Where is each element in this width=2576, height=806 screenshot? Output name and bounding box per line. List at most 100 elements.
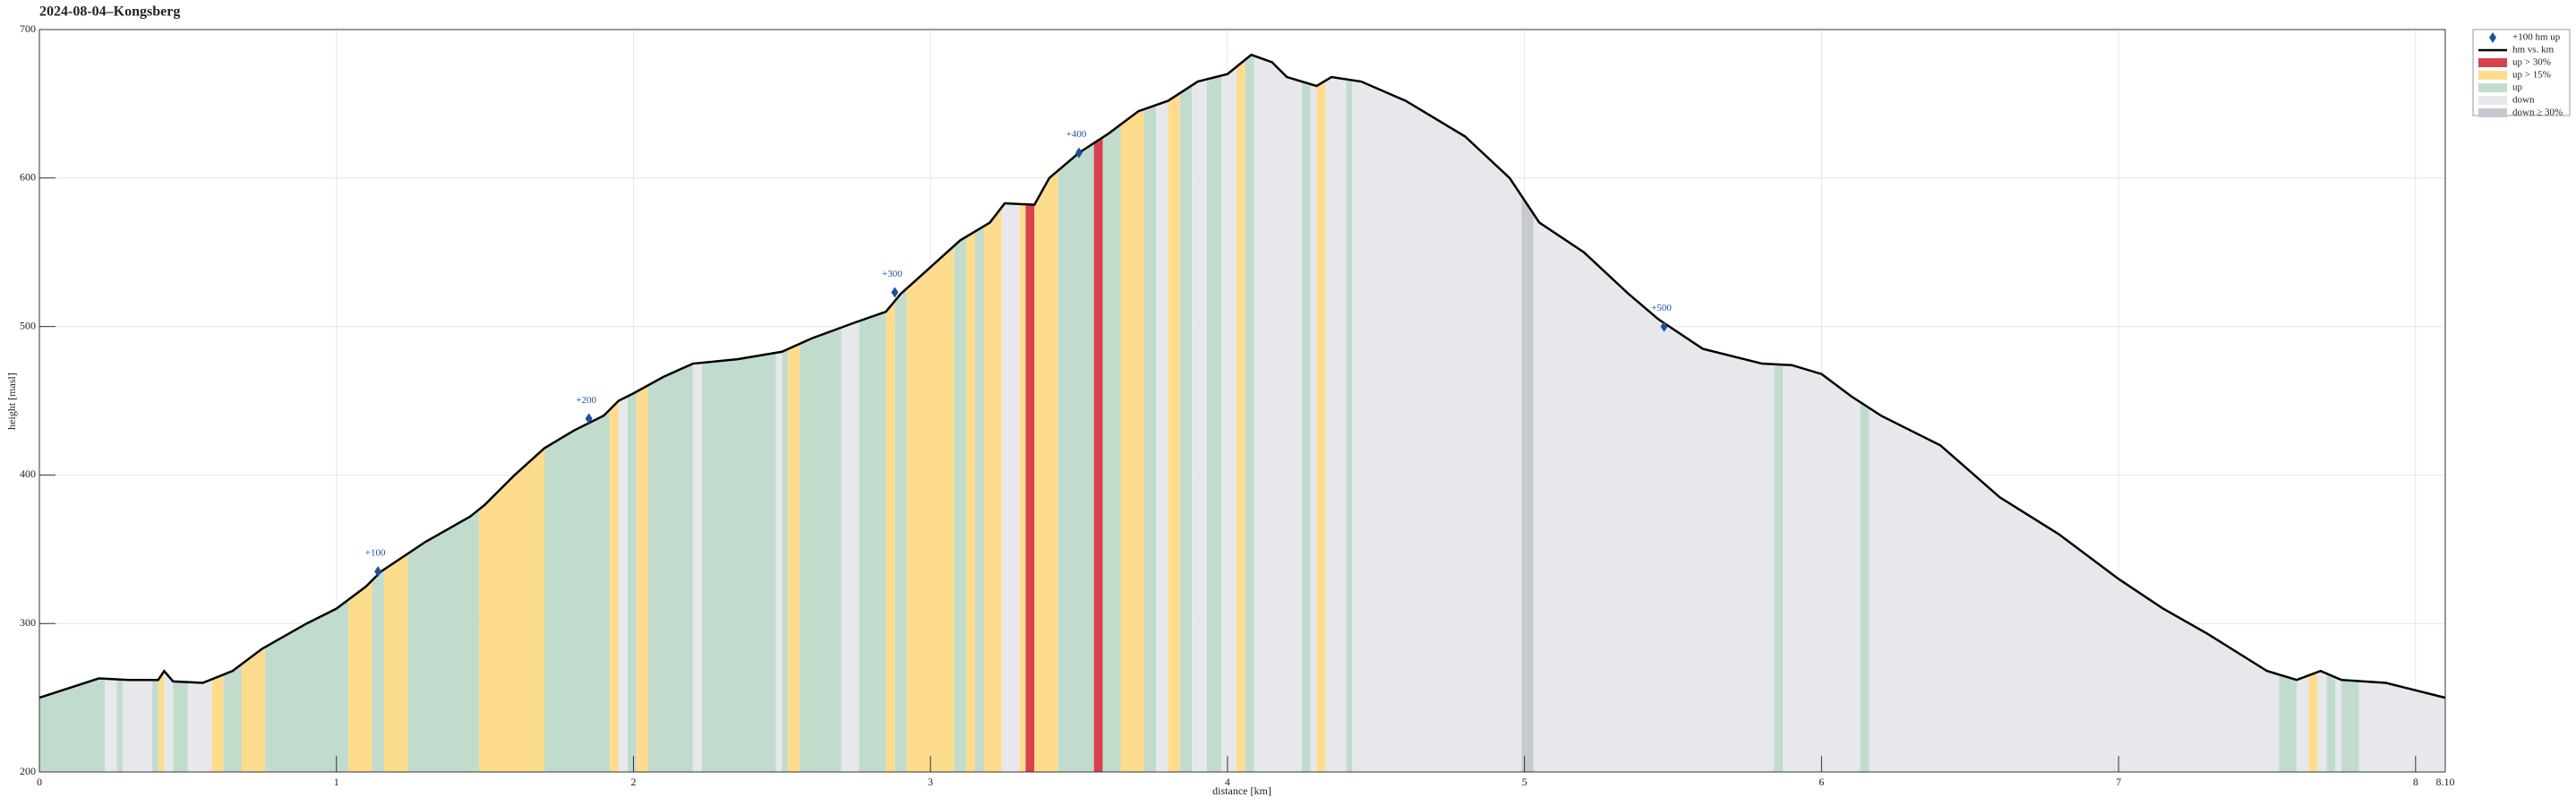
slope-band [2297,55,2309,772]
y-axis-label: height [masl] [5,373,18,430]
slope-band [2335,55,2341,772]
legend-label: down ≥ 30% [2512,107,2563,118]
legend-swatch [2478,58,2507,67]
slope-band [1352,55,1522,772]
slope-band [974,55,984,772]
y-tick-label: 700 [20,22,36,35]
x-tick-label: 7 [2116,776,2121,788]
slope-band [692,55,702,772]
marker [585,413,593,424]
marker [374,566,382,578]
y-tick-label: 300 [20,616,36,629]
slope-band [1093,55,1103,772]
y-tick-label: 500 [20,319,36,331]
x-tick-label: 3 [928,776,933,788]
slope-band [1102,55,1121,772]
slope-band [173,55,188,772]
slope-band [2358,55,2445,772]
legend-swatch [2478,71,2507,80]
x-tick-label: 8.10 [2436,776,2455,788]
marker [891,287,899,298]
slope-band [1346,55,1353,772]
slope-band [347,55,372,772]
y-tick-label: 600 [20,171,36,184]
slope-band [1310,55,1317,772]
slope-band [478,55,544,772]
slope-band [1144,55,1157,772]
legend-marker [2489,32,2496,43]
slope-band [782,55,788,772]
slope-band [1869,55,2280,772]
marker-label: +400 [1066,129,1087,140]
slope-band [627,55,637,772]
slope-band [116,55,123,772]
slope-band [1019,55,1026,772]
profile-line [39,53,2446,699]
slope-band [954,55,966,772]
slope-band [1168,55,1180,772]
slope-band [1236,55,1245,772]
slope-band [407,55,479,772]
y-tick-label: 200 [20,765,36,777]
slope-band [1034,55,1058,772]
slope-band [1860,55,1870,772]
slope-band [859,55,886,772]
slope-band [265,55,348,772]
slope-band [2341,55,2359,772]
marker-label: +300 [882,269,903,279]
marker-label: +500 [1651,303,1672,313]
slope-band [618,55,628,772]
slope-band [122,55,153,772]
bands [39,55,2445,772]
slope-band [1521,55,1534,772]
x-tick-label: 5 [1522,776,1528,788]
slope-band [2317,55,2327,772]
slope-band [211,55,224,772]
marker [1660,321,1668,332]
slope-band [841,55,860,772]
y-tick-label: 400 [20,467,36,480]
x-axis-label: distance [km] [1212,785,1271,797]
legend-swatch [2478,108,2507,117]
foreground: 0 1 2 3 4 5 6 7 8 8.10 200 300 400 500 600 700 +100 +200 +… [20,22,2455,788]
marker [1075,147,1083,159]
slope-band [2279,55,2298,772]
slope-band [701,55,776,772]
slope-band [104,55,117,772]
slope-band [223,55,242,772]
slope-band [800,55,842,772]
legend-label: down [2512,95,2535,106]
x-tick-label: 8 [2413,776,2418,788]
x-tick-label: 1 [334,776,339,788]
slope-band [1156,55,1168,772]
slope-band [1120,55,1145,772]
slope-band [886,55,895,772]
slope-band [1179,55,1193,772]
slope-band [648,55,693,772]
plot-frame [39,29,2446,773]
slope-band [983,55,1002,772]
slope-band [1254,55,1302,772]
slope-band [158,55,165,772]
slope-band [152,55,158,772]
slope-band [894,55,907,772]
slope-band [1001,55,1020,772]
slope-band [1301,55,1311,772]
slope-band [775,55,783,772]
chart-title: 2024-08-04–Kongsberg [39,4,180,20]
legend-swatch [2478,96,2507,105]
slope-band [187,55,212,772]
slope-band [383,55,408,772]
slope-band [2308,55,2318,772]
legend-label: hm vs. km [2512,45,2555,56]
slope-band [1025,55,1035,772]
x-tick-label: 4 [1225,776,1230,788]
slope-band [1057,55,1094,772]
slope-band [1192,55,1207,772]
slope-band [1325,55,1347,772]
legend-label: +100 hm up [2512,32,2561,43]
slope-band [1774,55,1784,772]
marker-label: +100 [365,548,386,559]
